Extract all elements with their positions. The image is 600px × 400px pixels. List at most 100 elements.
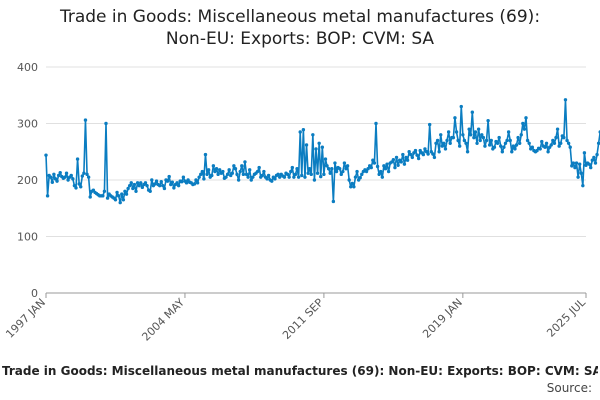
data-point [459,104,463,109]
data-point [102,189,107,193]
data-point [56,173,61,178]
data-point [79,185,83,189]
data-point [374,121,378,126]
data-point [427,122,432,127]
data-point [393,165,397,170]
data-point [120,192,124,196]
data-point [200,169,205,174]
data-point [472,135,476,140]
data-point [440,144,445,148]
data-point [184,181,189,185]
data-point [565,138,569,143]
data-point [157,183,162,188]
data-point [113,198,118,202]
data-point [66,178,70,182]
data-point [216,172,220,177]
data-point [557,144,561,148]
data-point [80,174,85,178]
data-point [317,141,321,145]
data-point [337,167,342,171]
x-tick-label: 1997 JAN [3,296,48,341]
data-point [371,158,375,162]
data-point [203,152,208,157]
data-point [262,169,266,174]
data-point [181,175,186,179]
data-point [88,195,92,199]
data-point [77,182,81,186]
data-point [399,160,403,164]
data-point [206,168,211,172]
data-point [366,167,370,171]
data-point [236,178,241,182]
data-point [217,168,222,172]
data-point [312,178,317,182]
data-point [540,139,544,144]
x-tick-label: 2025 JUL [544,295,588,339]
data-point [132,182,137,187]
data-point [143,181,148,185]
data-point [331,199,336,204]
data-point [360,172,364,177]
data-point [167,174,171,179]
data-point [454,130,459,134]
data-point [551,138,555,143]
data-point [391,157,396,162]
data-point [582,151,587,155]
x-tick-label: 2019 JAN [420,296,465,341]
data-point [148,189,152,193]
data-point [328,171,332,175]
data-point [101,194,105,198]
data-point [552,141,557,145]
data-point [306,171,310,175]
data-point [180,179,184,184]
data-point [45,194,50,198]
data-point [563,98,568,102]
data-point [546,150,550,154]
data-point [334,169,339,174]
data-point [293,172,298,177]
data-point [405,158,410,162]
data-point [396,163,400,168]
data-point [386,169,391,174]
data-point [298,130,302,134]
data-point [483,144,487,148]
data-point [345,164,350,168]
data-point [205,172,209,177]
data-point [435,138,440,143]
data-point [500,150,505,154]
data-point [385,162,389,166]
data-point [139,181,143,185]
data-point [123,189,127,193]
data-point [140,185,145,190]
data-point [64,171,69,175]
data-point [349,185,353,189]
data-point [52,172,56,177]
data-point [480,133,484,137]
data-point [568,145,572,149]
data-point [240,164,244,168]
data-point [577,162,582,166]
data-point [311,133,315,137]
data-point [517,141,522,145]
data-point [289,169,293,174]
data-point [342,161,347,165]
data-point [273,177,277,181]
data-point [303,175,307,179]
data-point [301,128,306,132]
data-point [443,147,448,151]
x-tick-label: 2004 MAY [139,296,187,344]
data-point [309,172,313,177]
data-point [224,175,228,179]
data-point [104,121,108,126]
data-point [404,155,408,160]
data-point [473,130,478,134]
data-point [255,169,260,174]
data-point [227,168,231,172]
data-point [246,175,250,179]
data-point [165,179,170,183]
data-point [300,173,304,178]
data-point [413,148,418,153]
series-group [44,98,600,205]
data-point [118,200,122,205]
data-point [421,152,426,157]
